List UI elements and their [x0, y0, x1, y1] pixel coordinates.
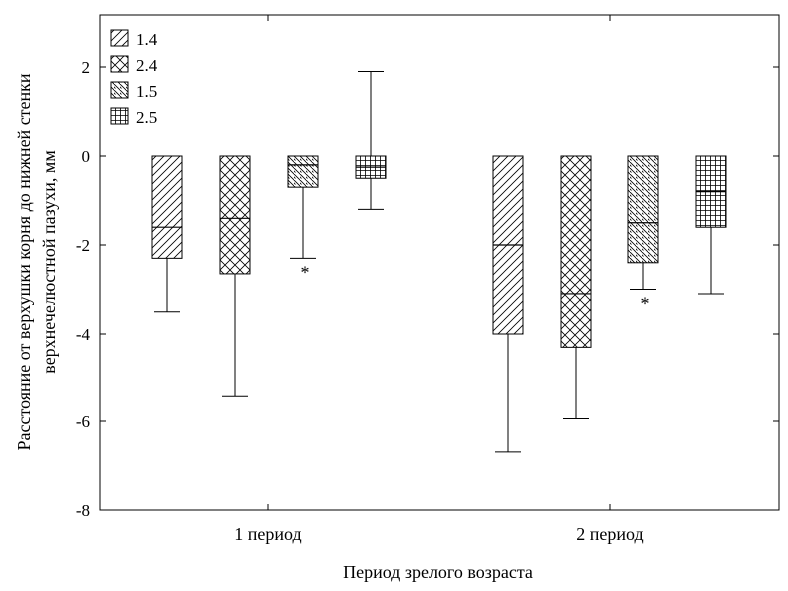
- box: [560, 155, 592, 348]
- boxplot-series: **: [151, 70, 727, 453]
- legend-item: 1.4: [110, 29, 158, 49]
- box: [151, 155, 183, 259]
- y-tick-label: -8: [76, 501, 90, 520]
- legend-item: 1.5: [110, 81, 157, 101]
- legend-item: 2.5: [110, 107, 157, 127]
- legend-label: 1.4: [136, 30, 158, 49]
- x-category-label: 2 период: [576, 524, 643, 544]
- plot-frame: [99, 14, 780, 511]
- legend: 1.4 2.4 1.5 2.5: [110, 29, 158, 127]
- y-axis-title-line1: Расстояние от верхушки корня до нижней с…: [14, 73, 34, 450]
- legend-swatch: [110, 107, 129, 125]
- legend-item: 2.4: [110, 55, 158, 75]
- x-axis-title: Период зрелого возраста: [343, 562, 533, 582]
- box: [627, 155, 659, 264]
- box: [287, 155, 319, 188]
- legend-label: 2.5: [136, 108, 157, 127]
- legend-label: 1.5: [136, 82, 157, 101]
- y-axis-title-line2: верхнечелюстной пазухи, мм: [39, 150, 59, 373]
- y-tick-label: 0: [82, 147, 91, 166]
- x-category-label: 1 период: [234, 524, 301, 544]
- y-tick-label: -4: [76, 325, 91, 344]
- significance-star: *: [641, 294, 650, 314]
- y-tick-label: -6: [76, 412, 90, 431]
- box: [219, 155, 251, 275]
- legend-label: 2.4: [136, 56, 158, 75]
- legend-swatch: [110, 29, 129, 47]
- y-axis: 2 0 -2 -4 -6 -8: [76, 58, 779, 520]
- y-tick-label: -2: [76, 236, 90, 255]
- legend-swatch: [110, 81, 129, 99]
- y-tick-label: 2: [82, 58, 91, 77]
- legend-swatch: [110, 55, 129, 73]
- significance-star: *: [301, 262, 310, 282]
